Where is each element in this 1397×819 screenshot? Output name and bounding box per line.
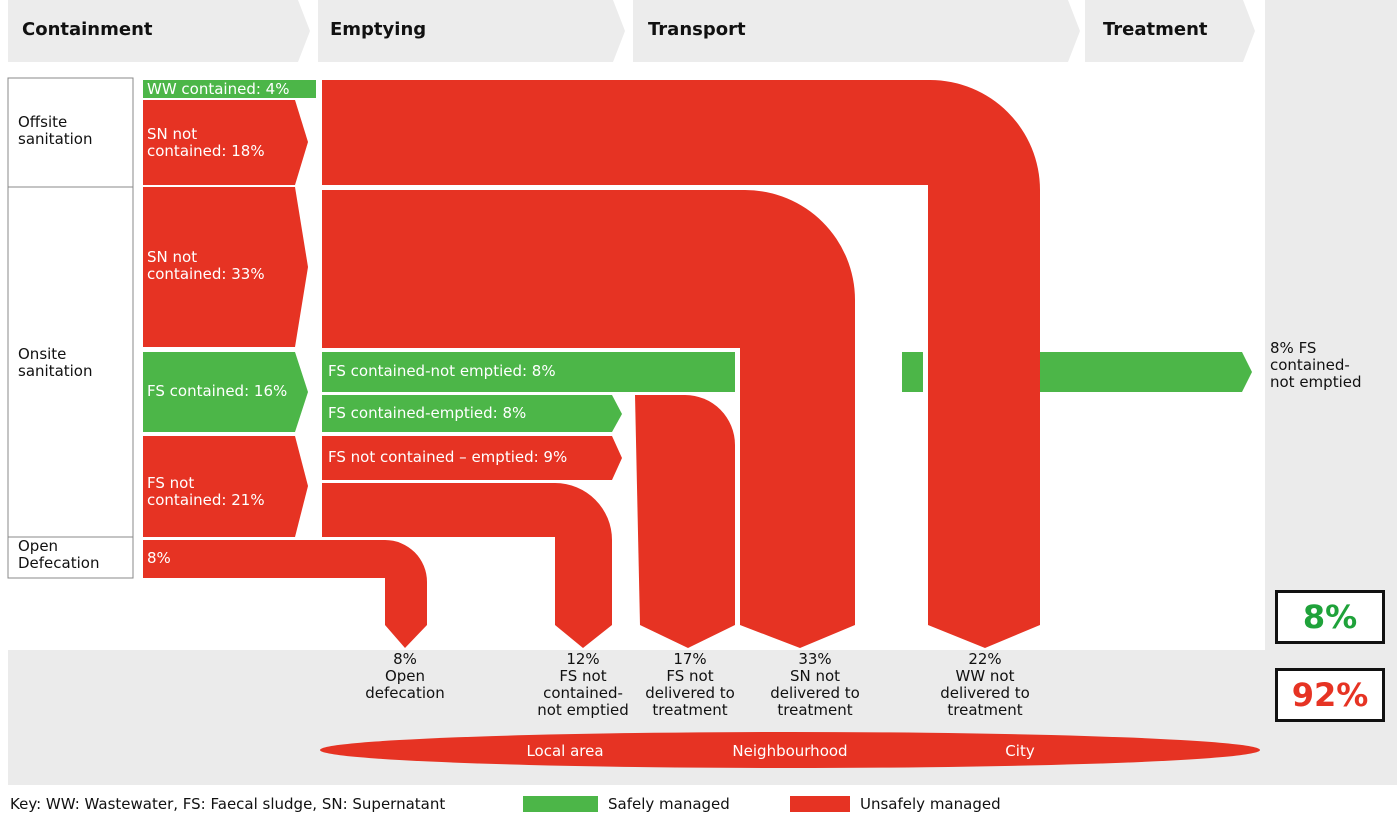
flow: [322, 352, 735, 392]
scale-label: Local area: [526, 742, 604, 760]
text-line: SN not: [147, 125, 198, 143]
text-line: 17%: [673, 650, 707, 668]
flow: [143, 187, 308, 347]
outcome-label: 12% FS not contained-not emptied: [537, 651, 629, 719]
flow-label: FS contained-not emptied: 8%: [328, 363, 556, 380]
text-line: treatment: [947, 701, 1023, 719]
text-line: treatment: [652, 701, 728, 719]
flow-label: FS not contained: 21%: [147, 475, 265, 509]
key-label: Safely managed: [608, 795, 730, 813]
scale-label: Neighbourhood: [732, 742, 848, 760]
text-line: SN not: [789, 667, 841, 685]
system-box: [7, 536, 134, 579]
stage-label: Transport: [648, 19, 746, 40]
key-text: Key: WW: Wastewater, FS: Faecal sludge, …: [10, 795, 446, 813]
flow: [143, 80, 316, 98]
text-line: Open: [384, 667, 426, 685]
text-line: not emptied: [1270, 373, 1362, 391]
text-line: Defecation: [18, 554, 100, 572]
flow-label: WW contained: 4%: [147, 81, 289, 98]
stage-chevron: [318, 0, 625, 62]
system-label: Offsite sanitation: [18, 114, 93, 148]
text-line: sanitation: [18, 362, 93, 380]
text-line: treatment: [777, 701, 853, 719]
outcome-label: 33% SN not delivered to treatment: [770, 651, 860, 719]
flow-label: FS contained-emptied: 8%: [328, 405, 526, 422]
system-label: Open Defecation: [18, 538, 99, 572]
flow: [322, 395, 622, 432]
flow-label: SN not contained: 33%: [147, 249, 265, 283]
text-line: 8%: [393, 650, 417, 668]
flow-label: FS not contained – emptied: 9%: [328, 449, 567, 466]
outcome-label: 8% Open defecation: [365, 651, 444, 702]
text-line: 12%: [566, 650, 600, 668]
flow: [143, 436, 308, 537]
safe-flows: [143, 80, 1252, 812]
treated-label: 8% FS contained-not emptied: [1270, 340, 1362, 391]
flow: [322, 190, 855, 648]
outcome-label: 22% WW not delivered to treatment: [940, 651, 1030, 719]
text-line: FS contained: 16%: [147, 382, 288, 400]
scale-ellipse: [320, 732, 1260, 768]
text-line: contained-: [543, 684, 623, 702]
unsafe-flows: [143, 80, 1260, 812]
safe-total: 8%: [1275, 590, 1385, 644]
outcome-label: 17% FS not delivered to treatment: [645, 651, 735, 719]
stage-label: Treatment: [1103, 19, 1208, 40]
text-line: delivered to: [770, 684, 860, 702]
text-line: contained-: [1270, 356, 1350, 374]
text-line: Onsite: [18, 345, 67, 363]
text-line: contained: 18%: [147, 142, 265, 160]
text-line: WW not: [955, 667, 1015, 685]
stage-label: Emptying: [330, 19, 427, 40]
text-line: 22%: [968, 650, 1002, 668]
text-line: Offsite: [18, 113, 68, 131]
flow-label: FS contained: 16%: [147, 383, 287, 400]
text-line: FS contained-emptied: 8%: [328, 404, 527, 422]
text-line: 8% FS: [1270, 339, 1317, 357]
stage-label: Containment: [22, 19, 153, 40]
text-line: defecation: [365, 684, 445, 702]
flow: [902, 352, 923, 392]
system-label: Onsite sanitation: [18, 346, 93, 380]
key-swatch: [523, 796, 598, 812]
flow: [322, 483, 612, 648]
text-line: delivered to: [940, 684, 1030, 702]
flow-label: 8%: [147, 550, 171, 567]
text-line: Open: [18, 537, 59, 555]
text-line: 33%: [798, 650, 832, 668]
text-line: FS not: [147, 474, 195, 492]
flow: [143, 352, 308, 432]
text-line: contained: 33%: [147, 265, 265, 283]
text-line: FS contained-not emptied: 8%: [328, 362, 556, 380]
stage-chevron: [1085, 0, 1255, 62]
stage-chevron: [633, 0, 1080, 62]
scale-label: City: [1005, 742, 1035, 760]
unsafe-total: 92%: [1275, 668, 1385, 722]
flow: [1040, 352, 1252, 392]
text-line: not emptied: [537, 701, 629, 719]
text-line: SN not: [147, 248, 198, 266]
system-box: [7, 186, 134, 538]
flow: [143, 100, 308, 185]
key-swatch: [790, 796, 850, 812]
flow: [635, 395, 735, 648]
text-line: delivered to: [645, 684, 735, 702]
text-line: sanitation: [18, 130, 93, 148]
flow: [322, 80, 1040, 648]
text-line: contained: 21%: [147, 491, 265, 509]
text-line: WW contained: 4%: [147, 80, 290, 98]
flow: [143, 540, 427, 648]
stage-chevron: [8, 0, 310, 62]
flow: [322, 436, 622, 480]
text-line: 8%: [147, 549, 171, 567]
flow-label: SN not contained: 18%: [147, 126, 265, 160]
text-line: FS not: [559, 667, 607, 685]
text-line: FS not contained – emptied: 9%: [328, 448, 568, 466]
system-box: [7, 77, 134, 188]
key-label: Unsafely managed: [860, 795, 1001, 813]
text-line: FS not: [666, 667, 714, 685]
